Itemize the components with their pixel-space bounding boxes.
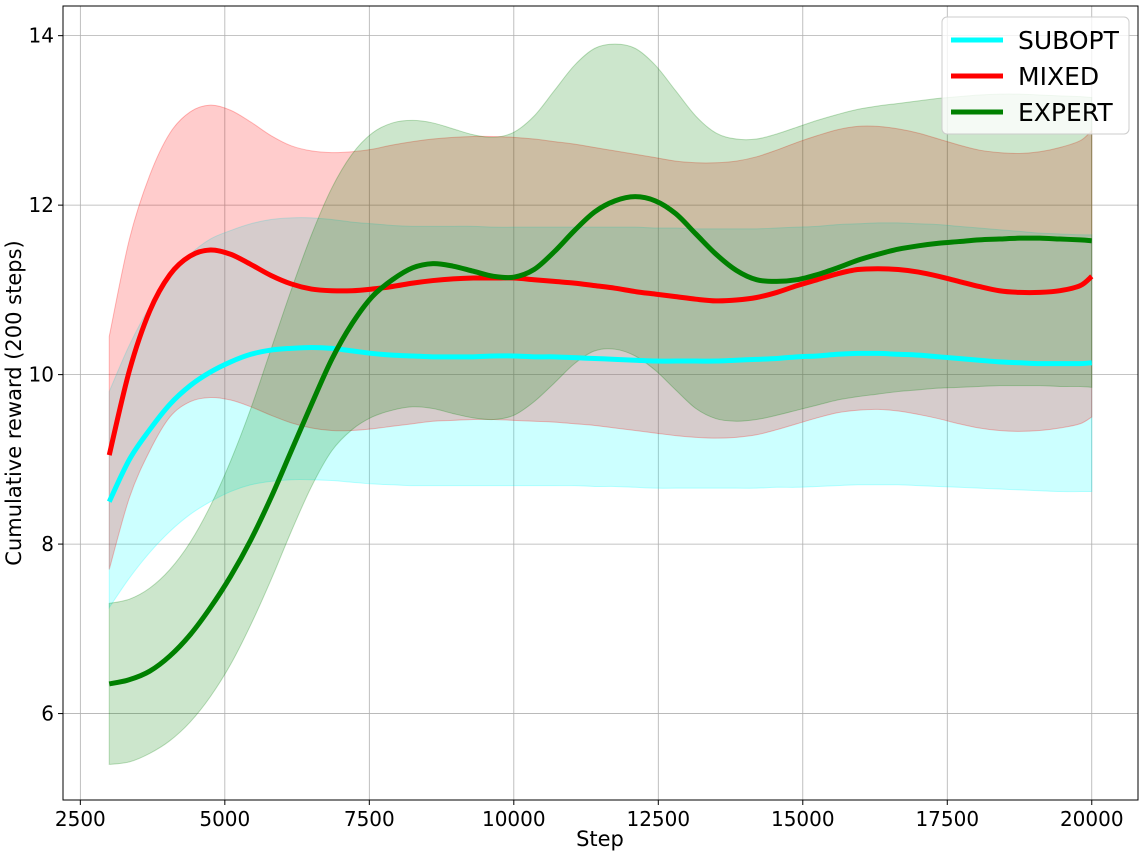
y-tick-label: 14 [29, 24, 54, 48]
x-tick-label: 15000 [771, 807, 835, 831]
legend-box [941, 16, 1130, 135]
grid [63, 6, 1138, 800]
plot-frame [62, 5, 1139, 801]
x-tick-label: 17500 [915, 807, 979, 831]
x-tick-label: 10000 [482, 807, 546, 831]
x-tick-label: 7500 [344, 807, 395, 831]
series-lines [106, 194, 1094, 687]
mixed-line [106, 247, 1094, 456]
legend-label-mixed: MIXED [1018, 62, 1099, 91]
x-tick-label: 5000 [199, 807, 250, 831]
x-tick-label: 12500 [626, 807, 690, 831]
subopt-line [106, 345, 1092, 503]
legend: SUBOPT MIXED EXPERT [941, 16, 1130, 135]
x-axis-label: Step [576, 827, 624, 851]
x-tick-label: 2500 [55, 807, 106, 831]
y-tick-label: 8 [41, 532, 54, 556]
x-tick-label: 20000 [1060, 807, 1124, 831]
y-axis-label: Cumulative reward (200 steps) [2, 240, 26, 565]
x-axis-ticks: 2500 5000 7500 10000 12500 15000 17500 20000 [55, 800, 1124, 831]
plot-background [63, 6, 1138, 800]
y-tick-label: 12 [29, 193, 54, 217]
y-tick-label: 6 [41, 702, 54, 726]
legend-label-expert: EXPERT [1018, 98, 1113, 127]
legend-label-subopt: SUBOPT [1018, 26, 1120, 55]
y-tick-label: 10 [29, 363, 54, 387]
expert-band [108, 43, 1093, 765]
expert-line [108, 194, 1092, 687]
y-axis-ticks: 6 8 10 12 14 [29, 24, 63, 726]
